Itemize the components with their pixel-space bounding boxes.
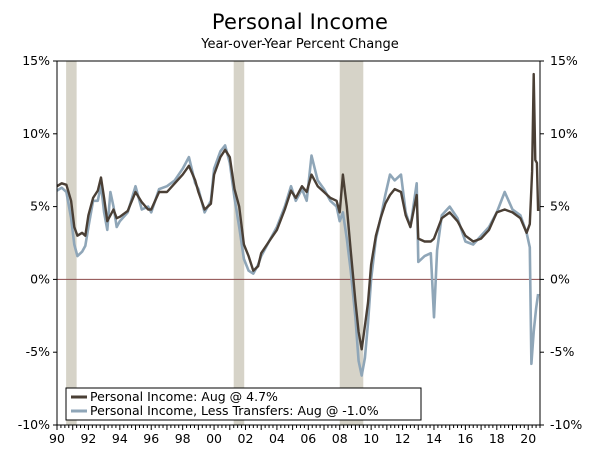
y-tick-label-left: 5% xyxy=(30,199,50,214)
legend-label-personal-income: Personal Income: Aug @ 4.7% xyxy=(90,389,278,404)
x-tick-label: 92 xyxy=(80,431,96,446)
x-tick-label: 00 xyxy=(206,431,222,446)
y-tick-label-right: -5% xyxy=(550,344,574,359)
chart-subtitle: Year-over-Year Percent Change xyxy=(201,37,399,52)
y-tick-label-left: -5% xyxy=(26,344,50,359)
x-tick-label: 06 xyxy=(300,431,316,446)
legend-label-less-transfers: Personal Income, Less Transfers: Aug @ -… xyxy=(90,403,379,418)
x-tick-label: 08 xyxy=(332,431,348,446)
recession-band-0 xyxy=(66,61,77,425)
recession-band-1 xyxy=(233,61,245,425)
plot-frame xyxy=(56,60,541,426)
x-tick-label: 14 xyxy=(426,431,442,446)
x-tick-label: 12 xyxy=(395,431,411,446)
y-tick-label-left: 10% xyxy=(22,126,50,141)
y-tick-label-left: 0% xyxy=(30,271,50,286)
x-tick-label: 20 xyxy=(520,431,536,446)
y-tick-label-left: 15% xyxy=(22,53,50,68)
y-tick-label-right: -10% xyxy=(550,417,582,432)
y-tick-label-right: 10% xyxy=(550,126,578,141)
chart-title: Personal Income xyxy=(211,10,389,34)
x-tick-label: 90 xyxy=(49,431,65,446)
x-tick-label: 16 xyxy=(457,431,473,446)
x-tick-label: 10 xyxy=(363,431,379,446)
y-tick-label-right: 5% xyxy=(550,199,570,214)
x-tick-label: 96 xyxy=(143,431,159,446)
series-line-personal-income xyxy=(56,72,540,351)
legend-box xyxy=(65,387,422,421)
x-tick-label: 02 xyxy=(238,431,254,446)
x-tick-label: 18 xyxy=(489,431,505,446)
x-tick-label: 98 xyxy=(175,431,191,446)
y-tick-label-right: 15% xyxy=(550,53,578,68)
y-tick-label-right: 0% xyxy=(550,271,570,286)
y-tick-label-left: -10% xyxy=(18,417,50,432)
series-line-less-transfers xyxy=(56,144,540,377)
x-tick-label: 04 xyxy=(269,431,285,446)
x-tick-label: 94 xyxy=(112,431,128,446)
